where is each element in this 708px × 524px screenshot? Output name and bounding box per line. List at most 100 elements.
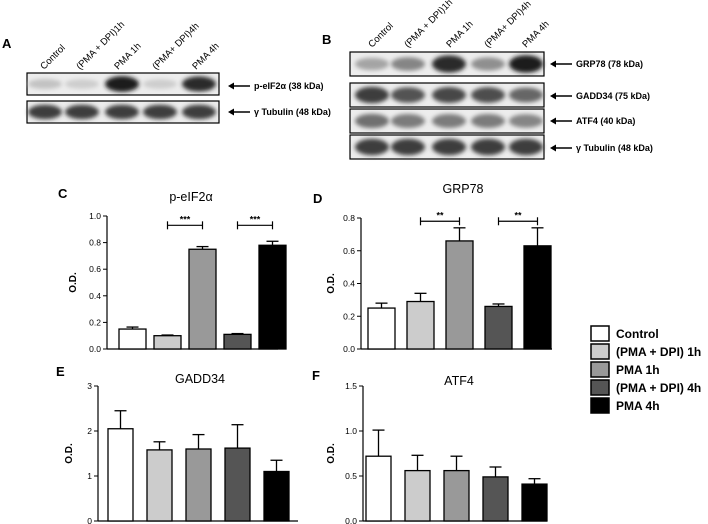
panel-letter-d: D	[313, 191, 322, 206]
blot-b-band-4-lane-2	[391, 138, 425, 156]
blot-a-lane-label-3: PMA 1h	[112, 41, 143, 72]
blot-a-lane-label-5: PMA 4h	[190, 41, 221, 72]
bar-f-4	[482, 476, 509, 522]
arrow-head-icon	[550, 92, 556, 100]
chart-title-e: GADD34	[175, 372, 225, 386]
y-tick-label-f: 0.5	[345, 471, 357, 481]
bar-e-3	[185, 448, 212, 522]
blot-a-lane-labels: Control (PMA + DPI)1h PMA 1h (PMA+ DPI)4…	[38, 19, 221, 72]
y-tick-label-e: 3	[87, 381, 92, 391]
blot-b-band-1-lane-5	[509, 55, 543, 73]
bar-f-1	[365, 455, 392, 522]
blot-b-band-4-lane-5	[509, 138, 543, 156]
blot-b-band-2-lane-2	[391, 87, 425, 103]
significance-label-d-2: **	[514, 210, 522, 220]
bar-d-3	[445, 240, 474, 350]
y-tick-label-d: 0.8	[343, 213, 355, 223]
blot-a-band-2-lane-3	[105, 104, 139, 120]
arrow-head-icon	[228, 82, 234, 90]
blot-b-band-3-lane-1	[355, 113, 389, 129]
y-tick-label-e: 1	[87, 471, 92, 481]
bar-d-4	[484, 305, 513, 350]
arrow-head-icon	[550, 60, 556, 68]
blot-b-band-label-1: GRP78 (78 kDa)	[576, 59, 643, 69]
blot-b-band-1-lane-3	[432, 55, 466, 73]
bar-c-3	[188, 248, 217, 350]
blot-b-band-2-lane-5	[509, 87, 543, 103]
y-tick-label-c: 0.4	[89, 291, 101, 301]
blot-b-band-3-lane-5	[509, 114, 543, 128]
blot-a-band-2-lane-4	[143, 104, 177, 120]
significance-label-c-2: ***	[250, 214, 261, 224]
blot-a-band-labels: p-eIF2α (38 kDa) γ Tubulin (48 kDa)	[228, 81, 331, 117]
bar-d-5	[523, 245, 552, 350]
blot-b-band-3-lane-2	[391, 114, 425, 128]
bar-d-2	[406, 300, 435, 350]
bar-f-5	[521, 483, 548, 522]
y-tick-label-c: 0.2	[89, 317, 101, 327]
bar-c-1	[118, 328, 147, 350]
blot-a-strips	[26, 72, 220, 124]
blot-b-band-2-lane-3	[432, 87, 466, 103]
bar-e-1	[107, 428, 134, 522]
chart-title-f: ATF4	[444, 374, 474, 388]
blot-b-band-label-3: ATF4 (40 kDa)	[576, 116, 635, 126]
significance-label-d-1: **	[436, 210, 444, 220]
blot-b-band-4-lane-3	[432, 138, 466, 156]
legend-swatch-pma-dpi-1h	[590, 343, 610, 360]
panel-letter-a: A	[2, 36, 12, 51]
blot-b-band-4-lane-1	[355, 138, 389, 156]
legend-label-pma-dpi-4h: (PMA + DPI) 4h	[616, 381, 701, 395]
blot-b-lane-label-3: PMA 1h	[444, 19, 475, 50]
blot-panel-b: B Control (PMA + DPI)1h PMA 1h (PMA+ DPI…	[322, 0, 653, 160]
blot-b-lane-labels: Control (PMA + DPI)1h PMA 1h (PMA+ DPI)4…	[366, 0, 551, 50]
bar-f-3	[443, 469, 470, 522]
y-axis-label-c: O.D.	[68, 272, 79, 293]
legend-label-pma-4h: PMA 4h	[616, 399, 660, 413]
y-axis-label-f: O.D.	[326, 443, 337, 464]
y-tick-label-f: 1.0	[345, 426, 357, 436]
y-tick-label-c: 1.0	[89, 211, 101, 221]
y-tick-label-d: 0.0	[343, 344, 355, 354]
blot-a-band-label-2: γ Tubulin (48 kDa)	[254, 107, 331, 117]
blot-b-band-1-lane-2	[391, 57, 425, 71]
y-tick-label-f: 0.0	[345, 516, 357, 524]
blot-b-band-3-lane-3	[432, 114, 466, 128]
legend-swatch-control	[590, 325, 610, 342]
blot-a-band-2-lane-1	[28, 104, 62, 120]
bar-chart-d: D GRP78 O.D. 0.0 0.2 0.4 0.6 0.8 ** **	[313, 182, 552, 354]
panel-letter-e: E	[56, 364, 65, 379]
blot-b-band-2-lane-1	[355, 86, 389, 104]
legend: Control (PMA + DPI) 1h PMA 1h (PMA + DPI…	[590, 325, 701, 414]
legend-label-pma-dpi-1h: (PMA + DPI) 1h	[616, 345, 701, 359]
y-tick-label-f: 1.5	[345, 381, 357, 391]
legend-label-control: Control	[616, 327, 659, 341]
panel-letter-f: F	[312, 368, 320, 383]
blot-b-band-1-lane-1	[355, 57, 389, 71]
y-tick-label-d: 0.2	[343, 311, 355, 321]
legend-label-pma-1h: PMA 1h	[616, 363, 660, 377]
blot-b-band-4-lane-4	[471, 138, 505, 156]
arrow-head-icon	[550, 144, 556, 152]
blot-b-lane-label-5: PMA 4h	[520, 19, 551, 50]
bar-f-2	[404, 469, 431, 522]
significance-label-c-1: ***	[180, 214, 191, 224]
bar-c-5	[258, 244, 287, 350]
blot-a-band-1-lane-2	[65, 79, 99, 89]
bar-chart-e: E GADD34 O.D. 0 1 2 3	[56, 364, 298, 524]
blot-b-band-1-lane-4	[471, 57, 505, 71]
y-tick-label-d: 0.4	[343, 279, 355, 289]
arrow-head-icon	[550, 117, 556, 125]
blot-b-band-2-lane-4	[471, 87, 505, 103]
blot-a-lane-label-1: Control	[38, 43, 67, 72]
blot-panel-a: A Control (PMA + DPI)1h PMA 1h (PMA+ DPI…	[2, 19, 331, 124]
legend-swatch-pma-1h	[590, 361, 610, 378]
y-axis-label-d: O.D.	[326, 273, 337, 294]
y-tick-label-e: 0	[87, 516, 92, 524]
bar-c-2	[153, 335, 182, 350]
arrow-head-icon	[228, 108, 234, 116]
panel-letter-b: B	[322, 32, 331, 47]
y-tick-label-c: 0.0	[89, 344, 101, 354]
y-tick-label-c: 0.8	[89, 238, 101, 248]
